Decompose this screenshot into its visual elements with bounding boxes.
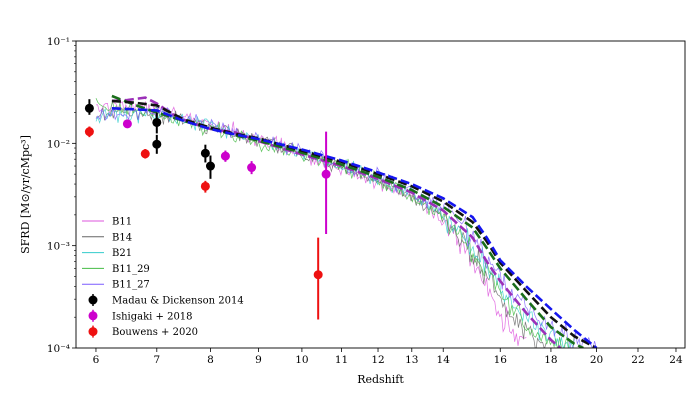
legend-label: Bouwens + 2020 <box>112 327 198 338</box>
x-tick-label: 9 <box>255 354 262 366</box>
x-tick-label: 20 <box>590 354 603 366</box>
legend-label: B11_29 <box>112 264 150 275</box>
legend-label: B14 <box>112 232 132 243</box>
fit-line-1 <box>111 96 562 348</box>
data-point <box>247 163 257 173</box>
x-axis: 6 7 8 9 10 11 12 13 14 16 18 20 22 24 <box>93 348 683 366</box>
x-axis-title: Redshift <box>357 373 404 386</box>
x-tick-label: 13 <box>405 354 418 366</box>
fit-line-2 <box>111 94 584 348</box>
fit-series-layer <box>111 94 598 348</box>
x-tick-label: 18 <box>544 354 557 366</box>
x-tick-label: 22 <box>631 354 644 366</box>
y-tick-label: 10⁻² <box>47 138 70 150</box>
data-point <box>152 117 162 127</box>
x-tick-label: 10 <box>295 354 308 366</box>
x-tick-label: 7 <box>153 354 160 366</box>
data-point <box>152 139 162 149</box>
data-point <box>84 127 94 137</box>
y-tick-label: 10⁻³ <box>47 241 70 253</box>
x-tick-label: 14 <box>437 354 451 366</box>
y-tick-label: 10⁻⁴ <box>47 343 70 355</box>
y-axis: 10⁻⁴ 10⁻³ 10⁻² 10⁻¹ <box>47 36 76 355</box>
data-point <box>84 103 94 113</box>
x-tick-label: 16 <box>494 354 508 366</box>
legend-label: Ishigaki + 2018 <box>112 311 193 322</box>
x-tick-label: 6 <box>93 354 100 366</box>
legend-label: B11_27 <box>112 280 150 291</box>
x-tick-label: 8 <box>207 354 214 366</box>
legend-label: Madau & Dickenson 2014 <box>112 296 244 307</box>
legend-label: B11 <box>112 217 132 228</box>
data-point <box>140 149 150 159</box>
data-point <box>313 270 323 280</box>
plot-area <box>75 40 686 349</box>
data-point <box>220 151 230 161</box>
legend-label: B21 <box>112 248 132 259</box>
x-tick-label: 11 <box>335 354 348 366</box>
data-point <box>200 148 210 158</box>
x-tick-label: 24 <box>669 354 683 366</box>
data-point <box>321 169 331 179</box>
fit-line-4 <box>111 107 598 348</box>
y-tick-label: 10⁻¹ <box>47 36 70 48</box>
data-point <box>205 161 215 171</box>
legend: B11 B14 B21 B11_29 B11_27 Madau & Dickenson 2… <box>82 217 244 338</box>
data-point <box>122 119 132 129</box>
x-tick-label: 12 <box>371 354 384 366</box>
data-point <box>200 181 210 191</box>
plot-frame <box>75 40 686 349</box>
y-axis-title: SFRD [M⊙/yr/cMpc³] <box>19 135 32 254</box>
fit-line-3 <box>111 99 598 348</box>
observations-layer <box>84 99 331 320</box>
